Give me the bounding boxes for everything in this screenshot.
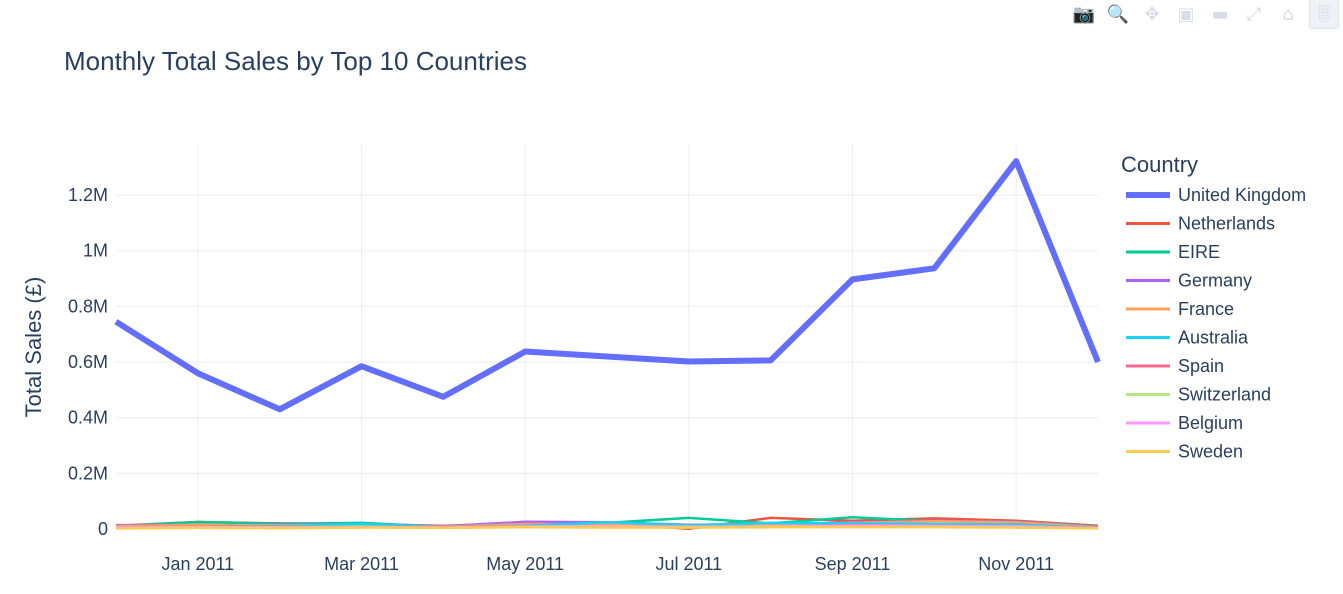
chart-title: Monthly Total Sales by Top 10 Countries — [64, 46, 527, 76]
y-tick-label: 1.2M — [68, 185, 108, 205]
modebar: 📷 🔍 ✥ ▣ ▬ ⤢ ⌂ ░ — [1071, 0, 1343, 29]
legend-label[interactable]: Switzerland — [1178, 385, 1271, 405]
legend-label[interactable]: Spain — [1178, 356, 1224, 376]
plotly-logo-icon[interactable]: ░ — [1309, 0, 1339, 29]
legend-label[interactable]: United Kingdom — [1178, 185, 1306, 205]
legend: United Kingdom Netherlands EIRE Germany Fran… — [1126, 185, 1306, 462]
series-line-united-kingdom[interactable] — [114, 158, 1101, 413]
legend-label[interactable]: France — [1178, 299, 1234, 319]
legend-label[interactable]: Sweden — [1178, 442, 1243, 462]
zoom-in-icon[interactable]: ▣ — [1177, 3, 1195, 25]
legend-title: Country — [1121, 152, 1198, 177]
y-tick-label: 0.2M — [68, 463, 108, 483]
grid — [116, 145, 1098, 529]
legend-label[interactable]: Australia — [1178, 328, 1249, 348]
y-tick-label: 0.6M — [68, 352, 108, 372]
zoom-out-icon[interactable]: ▬ — [1211, 3, 1229, 25]
y-tick-label: 0.8M — [68, 296, 108, 316]
reset-axes-icon[interactable]: ⌂ — [1282, 3, 1294, 25]
y-tick-label: 0.4M — [68, 408, 108, 428]
series-line-sweden[interactable] — [115, 525, 1099, 530]
x-tick-label: Jul 2011 — [655, 554, 722, 574]
zoom-icon[interactable]: 🔍 — [1106, 3, 1130, 25]
y-axis-ticks: 0 0.2M 0.4M 0.6M 0.8M 1M 1.2M — [68, 185, 108, 539]
pan-icon[interactable]: ✥ — [1144, 3, 1160, 25]
x-tick-label: Nov 2011 — [978, 554, 1054, 574]
autoscale-icon[interactable]: ⤢ — [1246, 3, 1262, 25]
series-lines — [114, 158, 1101, 530]
y-tick-label: 0 — [98, 519, 108, 539]
legend-label[interactable]: Netherlands — [1178, 214, 1275, 234]
y-tick-label: 1M — [83, 241, 108, 261]
legend-label[interactable]: Germany — [1178, 271, 1252, 291]
x-tick-label: Mar 2011 — [324, 554, 399, 574]
y-axis-title: Total Sales (£) — [21, 277, 46, 418]
x-tick-label: May 2011 — [486, 554, 564, 574]
x-tick-label: Jan 2011 — [161, 554, 234, 574]
x-axis-ticks: Jan 2011 Mar 2011 May 2011 Jul 2011 Sep 2011… — [161, 554, 1054, 574]
x-tick-label: Sep 2011 — [815, 554, 891, 574]
legend-label[interactable]: Belgium — [1178, 413, 1243, 433]
legend-label[interactable]: EIRE — [1178, 242, 1220, 262]
camera-icon[interactable]: 📷 — [1072, 3, 1096, 25]
